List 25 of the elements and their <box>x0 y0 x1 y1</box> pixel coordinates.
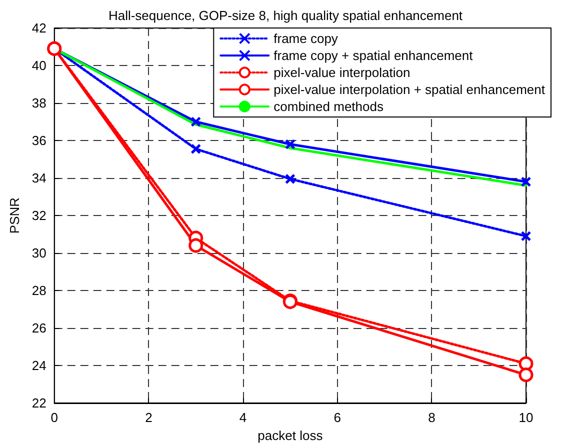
y-tick-label: 42 <box>32 20 46 36</box>
legend-label: combined methods <box>274 99 384 114</box>
y-tick-label: 40 <box>32 58 46 73</box>
x-tick-label: 4 <box>239 410 247 425</box>
x-tick-label: 2 <box>145 410 152 425</box>
x-axis-title: packet loss <box>258 428 324 443</box>
legend-label: frame copy + spatial enhancement <box>274 48 474 63</box>
y-tick-label: 24 <box>32 358 46 373</box>
y-tick-label: 26 <box>32 320 46 336</box>
y-tick-label: 30 <box>32 246 46 260</box>
x-tick-label: 6 <box>334 410 341 425</box>
y-tick-label: 28 <box>32 283 46 298</box>
y-tick-label: 36 <box>32 133 46 148</box>
y-tick-label: 22 <box>32 396 46 410</box>
y-tick-label: 32 <box>32 208 46 223</box>
y-tick-label: 38 <box>32 96 46 110</box>
x-tick-label: 0 <box>50 410 58 425</box>
y-tick-label: 34 <box>32 170 46 186</box>
x-tick-label: 10 <box>518 410 534 425</box>
legend-label: pixel-value interpolation <box>274 65 410 80</box>
x-tick-label: 8 <box>428 410 436 425</box>
legend-label: frame copy <box>274 31 338 46</box>
y-axis-title: PSNR <box>7 197 22 234</box>
chart-title: Hall-sequence, GOP-size 8, high quality spatial enhancement <box>108 8 463 23</box>
legend-label: pixel-value interpolation + spatial enhancement <box>274 82 546 97</box>
